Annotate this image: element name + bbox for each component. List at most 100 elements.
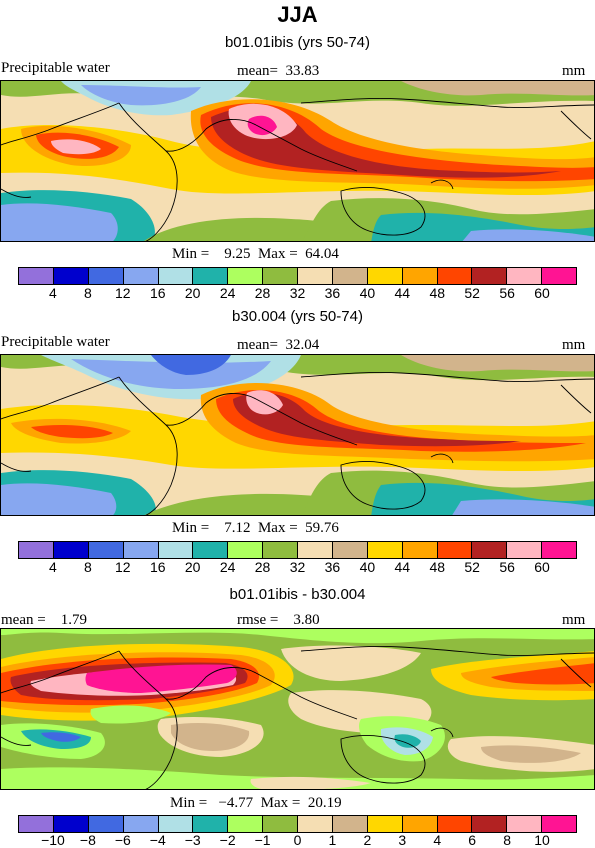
panel2-subtitle: b30.004 (yrs 50-74) [232,308,363,325]
colorbar-tick-label: 60 [534,285,550,301]
colorbar-swatch [193,816,229,832]
panel2-colorbar-ticks: 4 8 12 16 20 24 28 32 36 40 44 48 52 56 60 [18,559,577,575]
panel3-map [0,628,595,790]
colorbar-tick-label: 40 [359,285,376,301]
colorbar-swatch [332,268,368,284]
colorbar-swatch [367,816,403,832]
colorbar-swatch [542,542,576,558]
colorbar-tick-label: 8 [83,559,92,575]
colorbar-tick-label: 28 [254,559,271,575]
colorbar-swatch [123,542,159,558]
colorbar-tick-label: 0 [293,832,302,848]
colorbar-swatch [158,542,194,558]
colorbar-tick-label: 56 [499,285,515,301]
colorbar-swatch [367,268,403,284]
colorbar-swatch [437,542,473,558]
colorbar-swatch [298,268,333,284]
colorbar-tick-label: 32 [289,559,306,575]
colorbar-tick-label: 28 [254,285,271,301]
colorbar-tick-label: 4 [49,559,57,575]
colorbar-swatch [437,268,473,284]
colorbar-swatch [332,816,368,832]
colorbar-swatch [158,268,194,284]
colorbar-swatch [123,816,159,832]
panel2-mean-label: mean= 32.04 [237,337,320,353]
colorbar-swatch [298,542,333,558]
colorbar-swatch [158,816,194,832]
colorbar-swatch [472,542,508,558]
colorbar-swatch [263,542,298,558]
panel1-units-label: mm [562,63,586,79]
colorbar-swatch [472,268,508,284]
colorbar-tick-label: 12 [115,285,131,301]
colorbar-swatch [542,816,576,832]
colorbar-tick-label: 3 [398,832,407,848]
colorbar-tick-label: −8 [79,832,96,848]
panel1-colorbar [18,267,577,285]
colorbar-tick-label: 24 [219,559,236,575]
colorbar-swatch [263,268,298,284]
colorbar-tick-label: 24 [219,285,236,301]
panel1-map [0,80,595,242]
panel2-colorbar [18,541,577,559]
colorbar-swatch [402,542,438,558]
panel3-units-label: mm [562,612,586,628]
colorbar-tick-label: 4 [49,285,57,301]
colorbar-swatch [367,542,403,558]
panel1-field-label: Precipitable water [1,60,110,76]
colorbar-tick-label: 16 [149,559,166,575]
colorbar-swatch [228,268,264,284]
panel2-units-label: mm [562,337,586,353]
colorbar-swatch [507,816,543,832]
panel3-rmse-label: rmse = 3.80 [237,612,320,628]
colorbar-tick-label: 8 [503,832,512,848]
colorbar-swatch [228,542,264,558]
colorbar-tick-label: 12 [115,559,131,575]
colorbar-swatch [542,268,576,284]
colorbar-tick-label: −4 [149,832,166,848]
colorbar-tick-label: −10 [41,832,65,848]
panel1-subtitle: b01.01ibis (yrs 50-74) [224,34,371,51]
colorbar-tick-label: −2 [219,832,236,848]
colorbar-tick-label: 48 [429,285,446,301]
colorbar-swatch [507,542,543,558]
colorbar-tick-label: 1 [328,832,337,848]
colorbar-tick-label: 20 [184,559,201,575]
colorbar-tick-label: 20 [184,285,201,301]
panel2-minmax: Min = 7.12 Max = 59.76 [172,520,339,536]
panel3-mean-label: mean = 1.79 [1,612,87,628]
colorbar-swatch [193,268,229,284]
colorbar-tick-label: 48 [429,559,446,575]
panel3-subtitle: b01.01ibis - b30.004 [229,586,366,603]
colorbar-swatch [332,542,368,558]
panel2-field-label: Precipitable water [1,334,110,350]
colorbar-swatch [88,816,124,832]
colorbar-tick-label: 44 [394,559,411,575]
colorbar-tick-label: 6 [468,832,477,848]
colorbar-tick-label: 52 [464,559,480,575]
colorbar-swatch [53,542,89,558]
colorbar-swatch [19,268,54,284]
colorbar-tick-label: 32 [289,285,306,301]
colorbar-swatch [53,816,89,832]
colorbar-tick-label: −3 [184,832,201,848]
colorbar-swatch [123,268,159,284]
colorbar-tick-label: 36 [324,559,341,575]
colorbar-tick-label: 8 [83,285,92,301]
colorbar-swatch [228,816,264,832]
colorbar-tick-label: 10 [534,832,550,848]
panel3-minmax: Min = −4.77 Max = 20.19 [170,795,342,811]
colorbar-tick-label: 36 [324,285,341,301]
panel3-colorbar [18,815,577,833]
colorbar-swatch [402,268,438,284]
panel3-colorbar-ticks: −10 −8 −6 −4 −3 −2 −1 0 1 2 3 4 6 8 10 [18,832,577,848]
figure-title: JJA [277,2,318,27]
panel2-map [0,354,595,516]
colorbar-swatch [402,816,438,832]
colorbar-swatch [263,816,298,832]
colorbar-tick-label: 2 [363,832,372,848]
colorbar-swatch [88,268,124,284]
colorbar-swatch [437,816,473,832]
colorbar-tick-label: −6 [114,832,131,848]
colorbar-tick-label: 44 [394,285,411,301]
